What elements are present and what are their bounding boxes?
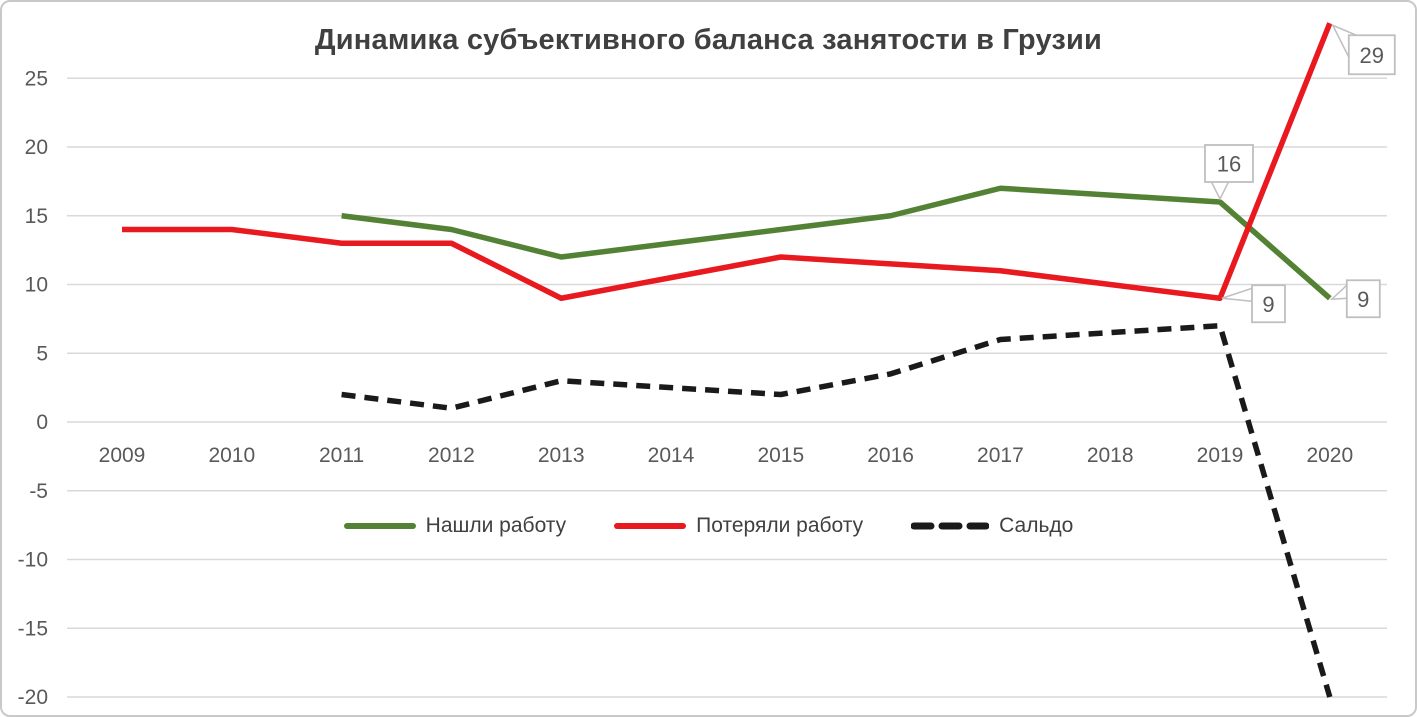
x-tick-label-2009: 2009 <box>99 444 146 467</box>
x-tick-label-2011: 2011 <box>319 444 364 467</box>
x-tick-label-2017: 2017 <box>977 444 1024 467</box>
y-tick-label-0: 0 <box>36 411 48 434</box>
y-tick-label--5: -5 <box>29 480 48 503</box>
x-tick-label-2010: 2010 <box>208 444 255 467</box>
series-line-found <box>341 185 1332 301</box>
legend-item-lost: Потеряли работу <box>614 514 863 538</box>
y-tick-label-15: 15 <box>25 205 48 228</box>
legend-label-lost: Потеряли работу <box>696 514 864 537</box>
legend-swatch-found-line <box>343 523 416 529</box>
x-tick-label-2020: 2020 <box>1306 444 1353 467</box>
data-label-lost-2019: 9 <box>1262 292 1274 317</box>
x-tick-label-2015: 2015 <box>757 444 804 467</box>
x-tick-label-2014: 2014 <box>648 444 695 467</box>
legend: Нашли работу Потеряли работу Сальдо <box>2 514 1415 538</box>
data-label-found-2019: 16 <box>1217 152 1241 177</box>
data-label-lost-2020: 29 <box>1360 43 1384 68</box>
x-tick-label-2012: 2012 <box>428 444 475 467</box>
x-tick-label-2019: 2019 <box>1197 444 1244 467</box>
legend-label-found: Нашли работу <box>425 514 567 537</box>
data-label-box-1 <box>1347 34 1396 76</box>
data-label-box-2 <box>1251 284 1286 324</box>
legend-swatch-balance-dashes <box>911 522 990 530</box>
data-label-box-3 <box>1345 279 1381 319</box>
y-tick-label-10: 10 <box>25 274 48 297</box>
y-tick-label--10: -10 <box>18 549 48 572</box>
data-label-found-2020: 9 <box>1357 287 1369 312</box>
y-tick-label--15: -15 <box>18 617 48 640</box>
x-tick-label-2016: 2016 <box>867 444 914 467</box>
chart-title: Динамика субъективного баланса занятости… <box>314 24 1103 56</box>
callout-pointer-2 <box>1221 287 1253 303</box>
callout-pointer-3 <box>1329 283 1348 301</box>
legend-swatch-lost-line <box>614 523 687 529</box>
legend-item-found: Нашли работу <box>343 514 567 538</box>
y-tick-label-5: 5 <box>36 342 48 365</box>
y-tick-label--20: -20 <box>18 686 48 709</box>
y-tick-label-20: 20 <box>25 136 48 159</box>
y-tick-label-25: 25 <box>25 67 48 90</box>
callout-pointer-0 <box>1209 180 1231 201</box>
data-label-box-0 <box>1204 144 1254 183</box>
series-line-lost <box>122 22 1333 301</box>
x-tick-label-2013: 2013 <box>538 444 585 467</box>
series-line-balance <box>341 323 1333 698</box>
x-tick-label-2018: 2018 <box>1087 444 1134 467</box>
legend-item-balance: Сальдо <box>911 514 1073 538</box>
legend-label-balance: Сальдо <box>999 514 1074 537</box>
